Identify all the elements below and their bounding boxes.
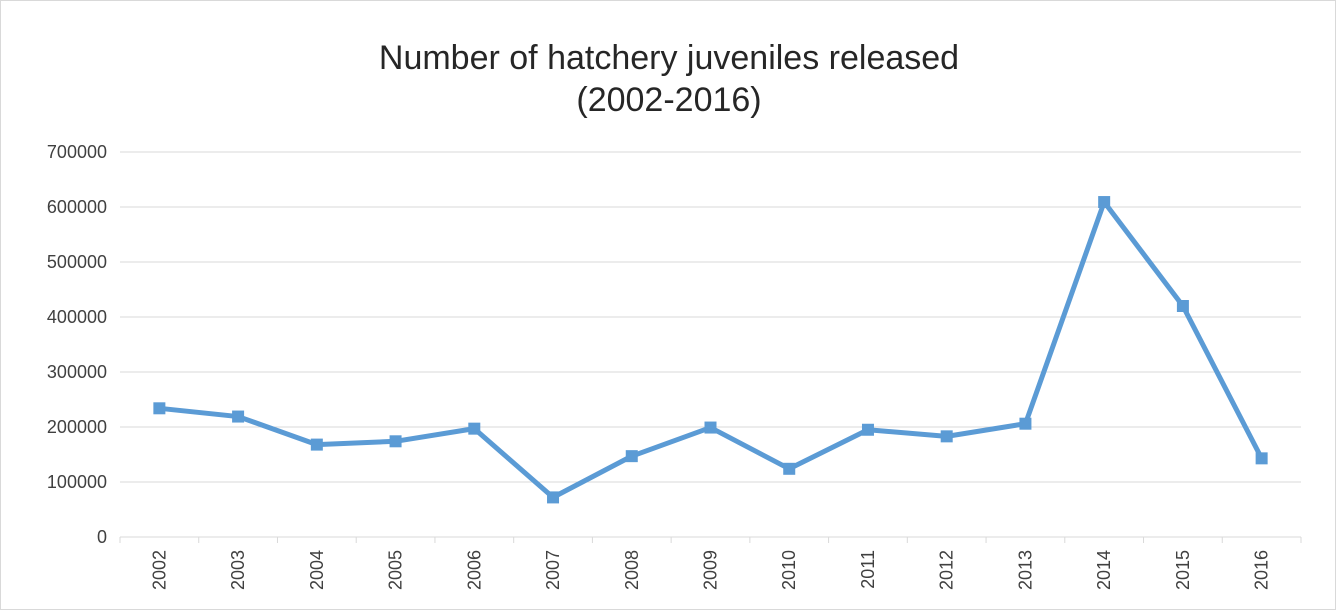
y-tick-label: 0	[97, 527, 107, 547]
x-tick-label: 2016	[1252, 550, 1272, 590]
data-point-marker	[940, 430, 953, 443]
y-tick-label: 200000	[47, 417, 107, 437]
x-tick-label: 2012	[937, 550, 957, 590]
chart-title: Number of hatchery juveniles released (2…	[1, 37, 1337, 121]
x-tick-label: 2002	[149, 550, 169, 590]
y-tick-label: 100000	[47, 472, 107, 492]
x-tick-label: 2003	[228, 550, 248, 590]
data-point-marker	[704, 421, 717, 434]
y-tick-label: 600000	[47, 197, 107, 217]
x-tick-label: 2010	[779, 550, 799, 590]
x-tick-label: 2006	[464, 550, 484, 590]
data-point-marker	[547, 491, 560, 504]
x-tick-label: 2007	[543, 550, 563, 590]
data-point-marker	[1019, 417, 1032, 430]
y-tick-label: 500000	[47, 252, 107, 272]
data-point-marker	[1255, 452, 1268, 465]
x-tick-label: 2004	[307, 550, 327, 590]
data-point-marker	[861, 423, 874, 436]
data-point-marker	[232, 410, 245, 423]
x-tick-label: 2008	[622, 550, 642, 590]
y-tick-label: 400000	[47, 307, 107, 327]
data-point-marker	[310, 438, 323, 451]
series-line	[156, 199, 1265, 500]
data-point-marker	[153, 402, 166, 415]
data-point-marker	[1176, 300, 1189, 312]
chart-title-line-1: Number of hatchery juveniles released	[378, 39, 960, 77]
x-tick-label: 2015	[1173, 550, 1193, 590]
data-point-marker	[468, 422, 481, 435]
x-tick-label: 2013	[1015, 550, 1035, 590]
data-point-marker	[625, 450, 638, 463]
x-tick-label: 2009	[701, 550, 721, 590]
x-tick-label: 2014	[1094, 550, 1114, 590]
y-tick-label: 700000	[47, 142, 107, 162]
x-tick-label: 2011	[858, 550, 878, 589]
data-point-marker	[783, 462, 796, 475]
data-point-marker	[389, 435, 402, 448]
chart-title-line-2: (2002-2016)	[576, 81, 762, 119]
y-tick-label: 300000	[47, 362, 107, 382]
data-point-marker	[1098, 196, 1111, 209]
x-tick-label: 2005	[386, 550, 406, 590]
